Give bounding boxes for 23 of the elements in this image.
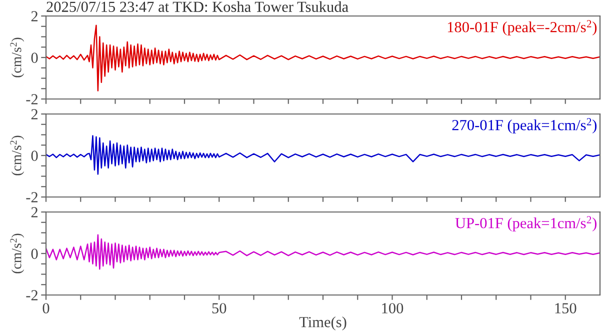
x-tick-label: 50 <box>212 303 226 314</box>
x-tick-label: 100 <box>382 303 404 314</box>
y-axis-title: (cm/s$^{2}$) <box>10 38 24 78</box>
chart-title: 2025/07/15 23:47 at TKD: Kosha Tower Tsukuda <box>46 1 348 12</box>
y-axis-title: (cm/s$^{2}$) <box>10 234 24 274</box>
series-label: 270-01F (peak=1cm/s$^{2}$) <box>452 118 597 134</box>
y-tick-label: 0 <box>31 248 38 259</box>
y-tick-label: 2 <box>31 11 38 22</box>
line-series <box>46 135 600 175</box>
x-tick-label: 0 <box>42 303 50 314</box>
x-axis-title: Time(s) <box>299 316 346 330</box>
series-label: 180-01F (peak=-2cm/s$^{2}$) <box>448 20 597 36</box>
y-tick-label: 0 <box>31 52 38 63</box>
series-label: UP-01F (peak=1cm/s$^{2}$) <box>455 216 596 232</box>
line-series <box>46 234 600 270</box>
x-tick-label: 150 <box>555 303 576 314</box>
y-axis-title: (cm/s$^{2}$) <box>10 136 24 176</box>
y-tick-label: -2 <box>26 290 38 300</box>
y-tick-label: 0 <box>31 150 38 161</box>
y-tick-label: 2 <box>31 109 38 120</box>
y-tick-label: 2 <box>31 207 38 218</box>
y-tick-label: -2 <box>26 192 38 202</box>
y-tick-label: -2 <box>26 94 38 104</box>
